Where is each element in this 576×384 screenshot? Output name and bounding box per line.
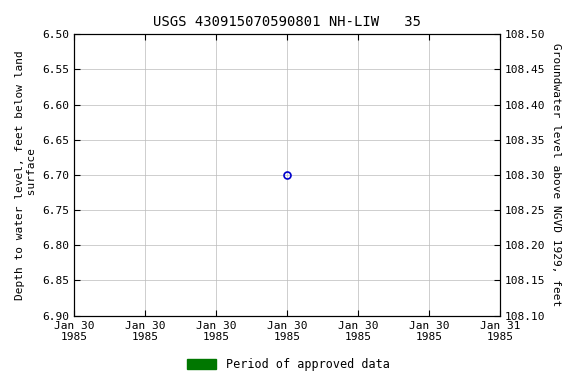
Y-axis label: Groundwater level above NGVD 1929, feet: Groundwater level above NGVD 1929, feet <box>551 43 561 306</box>
Title: USGS 430915070590801 NH-LIW   35: USGS 430915070590801 NH-LIW 35 <box>153 15 421 29</box>
Legend: Period of approved data: Period of approved data <box>182 354 394 376</box>
Y-axis label: Depth to water level, feet below land
 surface: Depth to water level, feet below land su… <box>15 50 37 300</box>
